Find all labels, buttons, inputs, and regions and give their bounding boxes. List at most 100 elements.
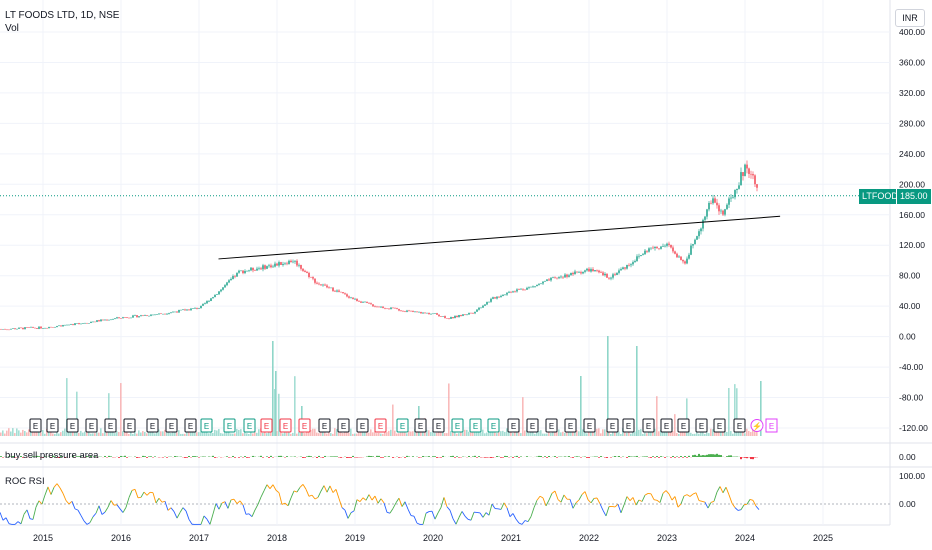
volume-bar	[54, 433, 56, 436]
candle-body	[490, 298, 492, 302]
pressure-bar	[146, 457, 148, 458]
candle-body	[708, 202, 710, 210]
candle-body	[382, 306, 384, 309]
rsi-segment	[662, 490, 667, 494]
rsi-segment	[323, 485, 328, 493]
volume-bar	[26, 432, 28, 436]
pressure-bar	[268, 457, 270, 458]
candle-body	[430, 313, 432, 315]
currency-button[interactable]: INR	[895, 9, 925, 27]
earnings-box	[713, 418, 726, 433]
earnings-e-icon: E	[104, 418, 117, 433]
rsi-segment	[383, 502, 388, 513]
volume-bar	[120, 383, 122, 436]
candle-body	[316, 282, 318, 284]
candle-body	[228, 280, 230, 283]
rsi-segment	[551, 490, 556, 494]
rsi-segment	[752, 500, 757, 507]
rsi-segment	[20, 514, 25, 525]
candle-body	[268, 265, 270, 267]
earnings-e-icon: E	[733, 418, 746, 433]
candle-body	[18, 327, 20, 329]
volume-bar	[214, 429, 216, 436]
candle-body	[246, 270, 248, 272]
candle-body	[422, 312, 424, 314]
candle-body	[692, 244, 694, 246]
candle-body	[672, 247, 674, 252]
rsi-segment	[227, 499, 232, 509]
rsi-segment	[218, 502, 223, 510]
pressure-bar	[490, 457, 492, 458]
candle-body	[146, 315, 148, 316]
volume-bar	[562, 431, 564, 436]
candle-body	[52, 326, 54, 328]
candle-body	[700, 228, 702, 232]
pressure-bar	[652, 456, 654, 457]
candle-body	[72, 324, 74, 326]
volume-bar	[698, 433, 700, 436]
earnings-e-icon: E	[451, 418, 464, 433]
time-tick-label: 2022	[579, 533, 599, 543]
pressure-bar	[278, 455, 280, 457]
rsi-segment	[629, 497, 634, 501]
earnings-e-icon: E	[507, 418, 520, 433]
rsi-segment	[515, 518, 520, 524]
candle-body	[130, 317, 132, 319]
candle-body	[212, 297, 214, 299]
earnings-e-icon: E	[564, 418, 577, 433]
candle-body	[242, 270, 244, 274]
volume-bar	[182, 433, 184, 436]
volume-bar	[438, 431, 440, 436]
candle-body	[360, 301, 362, 303]
volume-bar	[62, 430, 64, 436]
candle-body	[522, 288, 524, 290]
pressure-bar	[22, 457, 24, 458]
price-tick-label: 400.00	[899, 27, 925, 37]
pressure-bar	[458, 457, 460, 458]
rsi-segment	[689, 493, 694, 497]
earnings-e-icon: E	[765, 418, 778, 433]
candle-body	[84, 323, 86, 324]
candle-body	[618, 270, 620, 273]
earnings-box	[260, 418, 273, 433]
rsi-segment	[209, 513, 214, 525]
pressure-bar	[266, 456, 268, 457]
candle-body	[112, 319, 114, 320]
volume-bar	[756, 431, 758, 436]
volume-bar	[586, 433, 588, 436]
pressure-bar	[194, 456, 196, 457]
rsi-segment	[596, 497, 601, 504]
rsi-segment	[248, 513, 253, 517]
earnings-e-icon: E	[200, 418, 213, 433]
candle-body	[704, 216, 706, 220]
volume-bar	[654, 428, 656, 436]
volume-bar	[8, 428, 10, 436]
candle-body	[442, 316, 444, 317]
volume-bar	[692, 433, 694, 436]
volume-bar	[564, 432, 566, 436]
pressure-bar	[388, 456, 390, 457]
pressure-bar	[64, 457, 66, 458]
volume-bar	[318, 433, 320, 436]
pressure-bar	[486, 457, 488, 458]
earnings-box	[677, 418, 690, 433]
earnings-letter: E	[587, 422, 592, 431]
rsi-segment	[659, 493, 664, 503]
earnings-box	[337, 418, 350, 433]
candle-body	[110, 319, 112, 321]
candle-body	[624, 267, 626, 269]
candle-body	[14, 328, 16, 330]
pressure-bar	[484, 457, 486, 458]
candle-body	[234, 276, 236, 277]
volume-bar	[416, 429, 418, 436]
volume-bar	[394, 430, 396, 436]
volume-bar	[358, 432, 360, 436]
pressure-bar	[512, 457, 514, 458]
volume-bar	[452, 430, 454, 436]
candle-body	[628, 264, 630, 266]
pressure-bar	[90, 455, 92, 457]
candle-body	[170, 312, 172, 314]
candle-body	[236, 272, 238, 277]
earnings-letter: E	[247, 422, 252, 431]
